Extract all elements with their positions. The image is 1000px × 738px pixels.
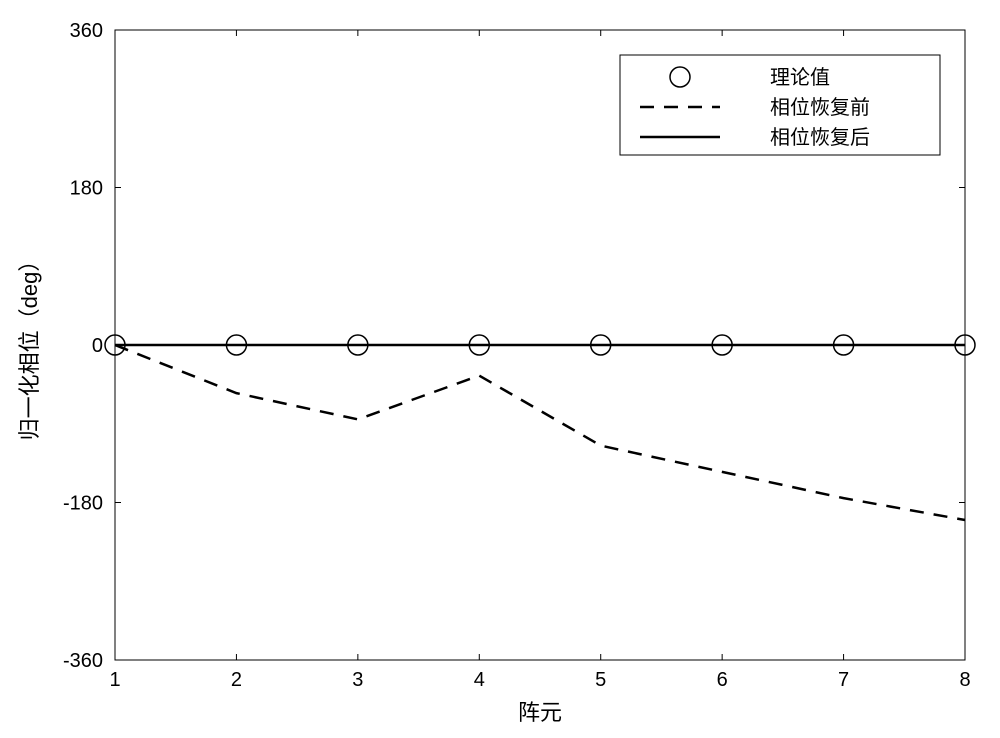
chart-container: 1 2 3 4 5 6 7 8 -360 -180 0 180 360 阵元 归一化相位（deg） 理论值相位… — [0, 0, 1000, 738]
y-tick-label: 0 — [92, 335, 103, 357]
y-tick-label: 180 — [70, 178, 103, 200]
series-before — [115, 345, 965, 520]
chart-svg: 1 2 3 4 5 6 7 8 -360 -180 0 180 360 阵元 归一化相位（deg） 理论值相位… — [0, 0, 1000, 738]
legend-label: 理论值 — [770, 66, 830, 89]
x-tick-label: 6 — [717, 669, 728, 691]
x-tick-label: 4 — [474, 669, 485, 691]
x-tick-label: 1 — [109, 669, 120, 691]
x-axis-label: 阵元 — [518, 700, 562, 725]
legend-marker-icon — [670, 67, 690, 87]
x-tick-label: 5 — [595, 669, 606, 691]
x-tick-label: 8 — [959, 669, 970, 691]
x-tick-label: 3 — [352, 669, 363, 691]
y-tick-label: -360 — [63, 650, 103, 672]
legend-label: 相位恢复后 — [770, 126, 870, 149]
x-tick-label: 2 — [231, 669, 242, 691]
y-tick-label: 360 — [70, 20, 103, 42]
y-tick-label: -180 — [63, 493, 103, 515]
legend-label: 相位恢复前 — [770, 96, 870, 119]
y-axis-label: 归一化相位（deg） — [17, 250, 42, 441]
x-tick-label: 7 — [838, 669, 849, 691]
